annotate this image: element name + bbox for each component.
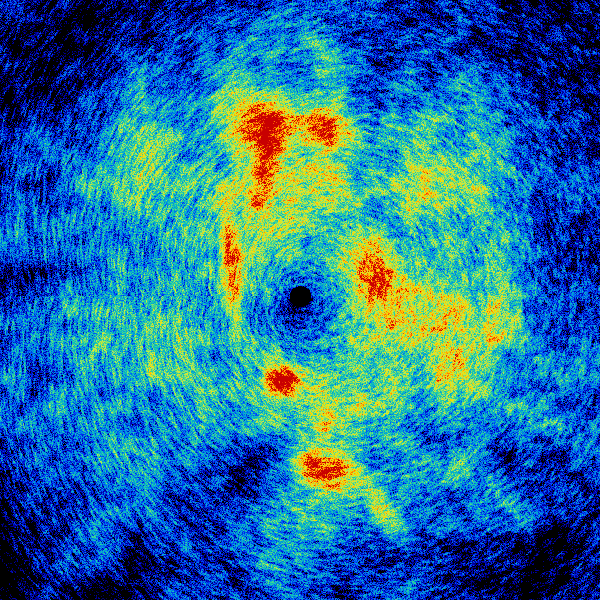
visualization-root bbox=[0, 0, 600, 600]
intensity-heatmap-canvas bbox=[0, 0, 600, 600]
